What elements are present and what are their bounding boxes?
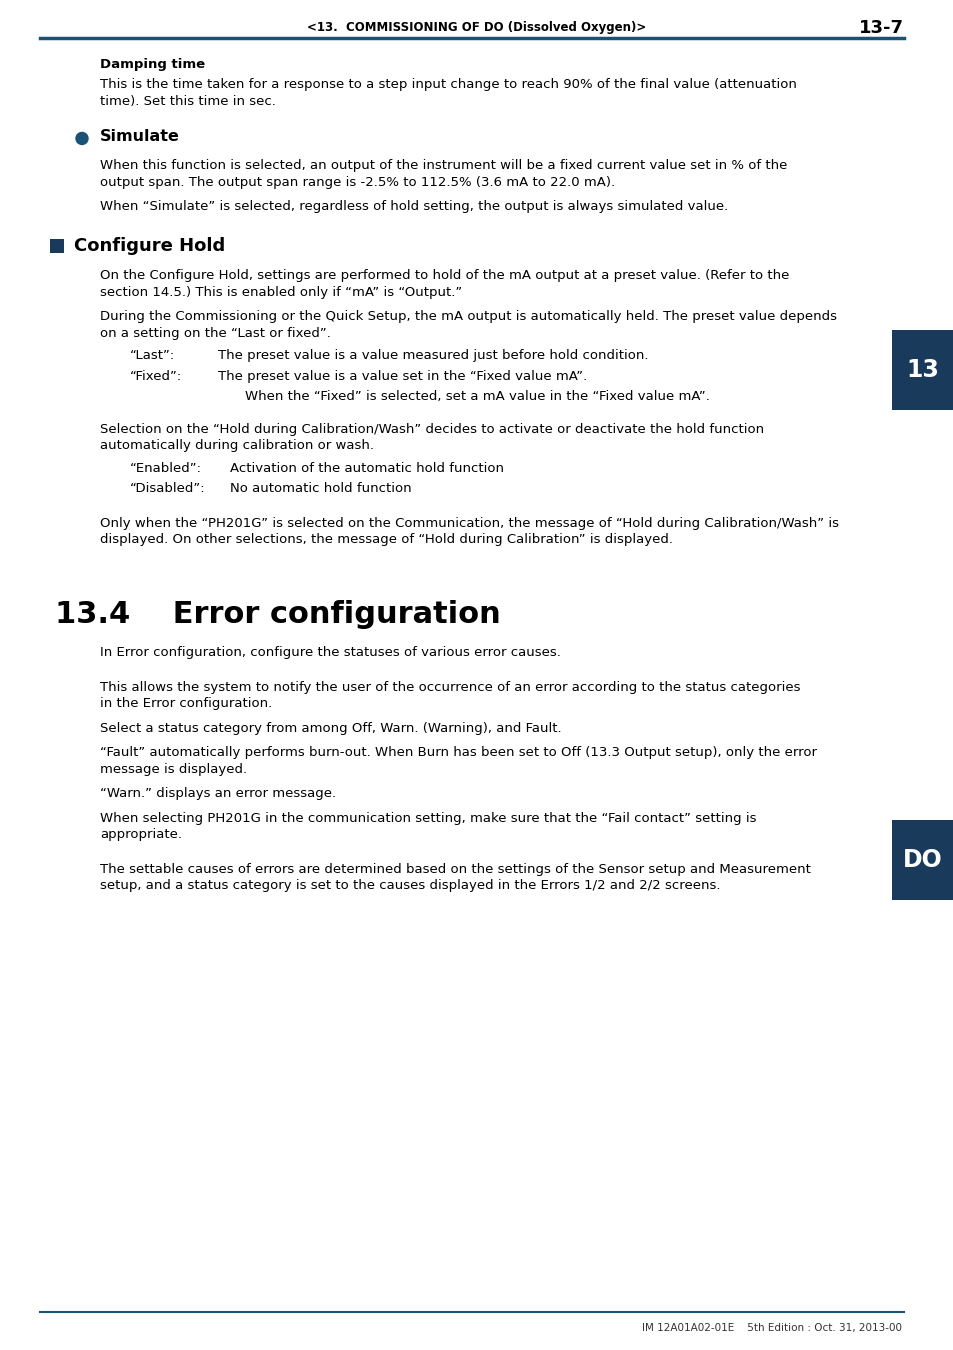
Text: Damping time: Damping time [100, 58, 205, 72]
Text: “Enabled”:: “Enabled”: [130, 462, 202, 475]
Text: appropriate.: appropriate. [100, 828, 182, 841]
Text: This is the time taken for a response to a step input change to reach 90% of the: This is the time taken for a response to… [100, 78, 796, 92]
Text: “Last”:: “Last”: [130, 350, 175, 362]
Text: “Fixed”:: “Fixed”: [130, 370, 182, 383]
Text: The preset value is a value set in the “Fixed value mA”.: The preset value is a value set in the “… [218, 370, 587, 383]
Text: When the “Fixed” is selected, set a mA value in the “Fixed value mA”.: When the “Fixed” is selected, set a mA v… [245, 390, 709, 404]
Text: Configure Hold: Configure Hold [74, 236, 225, 255]
Text: The preset value is a value measured just before hold condition.: The preset value is a value measured jus… [218, 350, 648, 362]
Text: setup, and a status category is set to the causes displayed in the Errors 1/2 an: setup, and a status category is set to t… [100, 879, 720, 892]
Text: section 14.5.) This is enabled only if “mA” is “Output.”: section 14.5.) This is enabled only if “… [100, 286, 462, 298]
Text: Select a status category from among Off, Warn. (Warning), and Fault.: Select a status category from among Off,… [100, 722, 561, 734]
Text: <13.  COMMISSIONING OF DO (Dissolved Oxygen)>: <13. COMMISSIONING OF DO (Dissolved Oxyg… [307, 22, 646, 35]
Text: Only when the “PH201G” is selected on the Communication, the message of “Hold du: Only when the “PH201G” is selected on th… [100, 517, 838, 531]
Text: The settable causes of errors are determined based on the settings of the Sensor: The settable causes of errors are determ… [100, 863, 810, 876]
Text: IM 12A01A02-01E    5th Edition : Oct. 31, 2013-00: IM 12A01A02-01E 5th Edition : Oct. 31, 2… [641, 1323, 901, 1332]
Text: “Disabled”:: “Disabled”: [130, 482, 206, 495]
Text: Selection on the “Hold during Calibration/Wash” decides to activate or deactivat: Selection on the “Hold during Calibratio… [100, 423, 763, 436]
Text: No automatic hold function: No automatic hold function [230, 482, 411, 495]
Text: displayed. On other selections, the message of “Hold during Calibration” is disp: displayed. On other selections, the mess… [100, 533, 672, 547]
Text: time). Set this time in sec.: time). Set this time in sec. [100, 95, 275, 108]
Bar [891, 329, 953, 410]
Text: On the Configure Hold, settings are performed to hold of the mA output at a pres: On the Configure Hold, settings are perf… [100, 270, 788, 282]
Circle shape [76, 132, 88, 144]
Text: During the Commissioning or the Quick Setup, the mA output is automatically held: During the Commissioning or the Quick Se… [100, 310, 836, 324]
Text: When “Simulate” is selected, regardless of hold setting, the output is always si: When “Simulate” is selected, regardless … [100, 200, 727, 213]
Text: This allows the system to notify the user of the occurrence of an error accordin: This allows the system to notify the use… [100, 680, 800, 694]
Bar [50, 239, 64, 252]
Text: on a setting on the “Last or fixed”.: on a setting on the “Last or fixed”. [100, 327, 331, 340]
Text: 13: 13 [905, 358, 939, 382]
Text: Activation of the automatic hold function: Activation of the automatic hold functio… [230, 462, 503, 475]
Text: in the Error configuration.: in the Error configuration. [100, 697, 272, 710]
Text: In Error configuration, configure the statuses of various error causes.: In Error configuration, configure the st… [100, 647, 560, 659]
Text: “Fault” automatically performs burn-out. When Burn has been set to Off (13.3 Out: “Fault” automatically performs burn-out.… [100, 747, 816, 759]
Text: Simulate: Simulate [100, 130, 180, 144]
Text: 13-7: 13-7 [858, 19, 903, 36]
Text: automatically during calibration or wash.: automatically during calibration or wash… [100, 440, 374, 452]
Text: “Warn.” displays an error message.: “Warn.” displays an error message. [100, 787, 335, 801]
Text: output span. The output span range is -2.5% to 112.5% (3.6 mA to 22.0 mA).: output span. The output span range is -2… [100, 176, 615, 189]
Text: 13.4    Error configuration: 13.4 Error configuration [55, 599, 500, 629]
Text: DO: DO [902, 848, 942, 872]
Text: When this function is selected, an output of the instrument will be a fixed curr: When this function is selected, an outpu… [100, 159, 786, 173]
Text: message is displayed.: message is displayed. [100, 763, 247, 775]
Bar [891, 819, 953, 900]
Text: When selecting PH201G in the communication setting, make sure that the “Fail con: When selecting PH201G in the communicati… [100, 811, 756, 825]
